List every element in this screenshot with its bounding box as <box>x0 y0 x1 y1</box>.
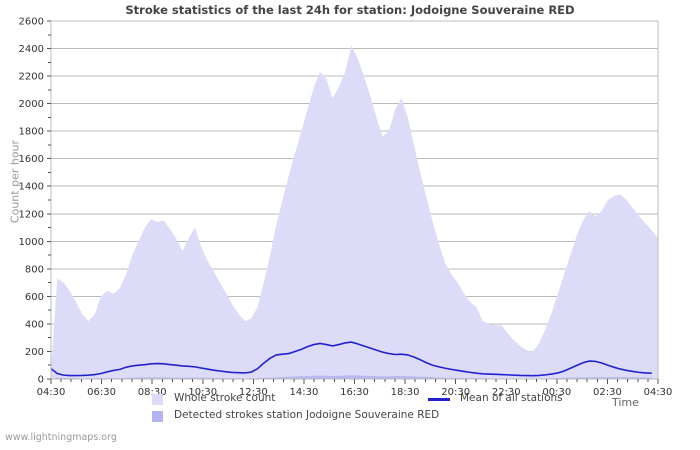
svg-text:12:30: 12:30 <box>239 387 268 398</box>
svg-text:14:30: 14:30 <box>290 387 319 398</box>
svg-text:2600: 2600 <box>19 17 44 28</box>
chart-legend: Whole stroke count Detected strokes stat… <box>0 392 700 428</box>
svg-text:22:30: 22:30 <box>492 387 521 398</box>
legend-swatch-whole-stroke-count <box>152 394 163 405</box>
svg-text:800: 800 <box>25 264 44 275</box>
svg-text:400: 400 <box>25 319 44 330</box>
svg-text:18:30: 18:30 <box>391 387 420 398</box>
svg-text:1600: 1600 <box>19 154 44 165</box>
svg-text:2200: 2200 <box>19 72 44 83</box>
svg-text:1200: 1200 <box>19 209 44 220</box>
svg-text:06:30: 06:30 <box>87 387 116 398</box>
svg-text:20:30: 20:30 <box>441 387 470 398</box>
legend-label-detected-strokes: Detected strokes station Jodoigne Souver… <box>174 409 440 421</box>
svg-text:2000: 2000 <box>19 99 44 110</box>
svg-text:02:30: 02:30 <box>593 387 622 398</box>
svg-text:1800: 1800 <box>19 127 44 138</box>
svg-text:16:30: 16:30 <box>340 387 369 398</box>
svg-text:04:30: 04:30 <box>37 387 66 398</box>
legend-swatch-detected-strokes <box>152 411 163 422</box>
svg-text:2400: 2400 <box>19 44 44 55</box>
legend-label-whole-stroke-count: Whole stroke count <box>174 392 276 404</box>
svg-text:200: 200 <box>25 347 44 358</box>
svg-text:10:30: 10:30 <box>188 387 217 398</box>
svg-text:600: 600 <box>25 292 44 303</box>
x-axis-label: Time <box>612 396 639 409</box>
svg-text:1000: 1000 <box>19 237 44 248</box>
svg-text:0: 0 <box>38 375 44 386</box>
svg-text:08:30: 08:30 <box>138 387 167 398</box>
svg-text:00:30: 00:30 <box>542 387 571 398</box>
chart-title: Stroke statistics of the last 24h for st… <box>125 3 575 17</box>
svg-text:1400: 1400 <box>19 182 44 193</box>
legend-line-mean-of-all-stations <box>428 398 450 401</box>
svg-text:04:30: 04:30 <box>644 387 673 398</box>
footer-watermark: www.lightningmaps.org <box>5 432 117 443</box>
legend-label-mean-of-all-stations: Mean of all stations <box>460 392 563 404</box>
